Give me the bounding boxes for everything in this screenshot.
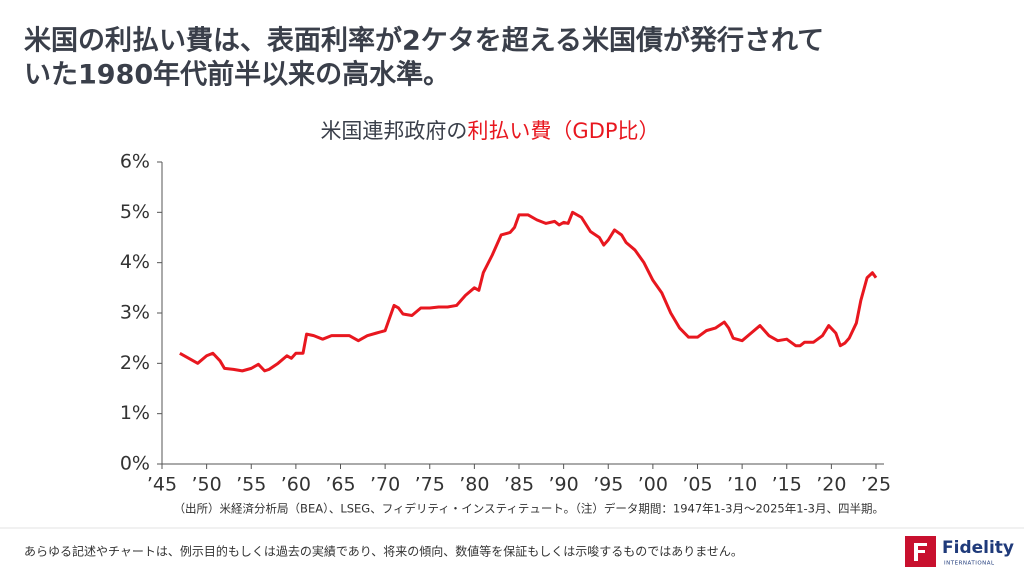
x-tick-label: ’20 — [816, 474, 846, 496]
x-tick-label: ’75 — [415, 474, 445, 496]
logo-sub: INTERNATIONAL — [944, 561, 995, 567]
chart-title: 米国連邦政府の利払い費（GDP比） — [320, 119, 659, 143]
x-tick-label: ’10 — [727, 474, 757, 496]
headline: いた1980年代前半以来の高水準。 — [24, 59, 450, 91]
y-tick-label: 0% — [120, 453, 150, 475]
headline: 米国の利払い費は、表面利率が2ケタを超える米国債が発行されて — [24, 25, 824, 57]
y-tick-label: 6% — [120, 151, 150, 173]
logo-glyph — [914, 543, 927, 561]
x-tick-label: ’55 — [236, 474, 266, 496]
chart-title-part: 米国連邦政府の — [320, 119, 467, 143]
x-tick-label: ’80 — [459, 474, 489, 496]
x-tick-label: ’65 — [325, 474, 355, 496]
x-tick-label: ’15 — [772, 474, 802, 496]
y-tick-label: 3% — [120, 302, 150, 324]
y-tick-label: 5% — [120, 201, 150, 223]
source-note: （出所）米経済分析局（BEA）、LSEG、フィデリティ・インスティテュート。（注… — [174, 502, 884, 516]
x-tick-label: ’00 — [638, 474, 668, 496]
data-line — [179, 210, 878, 373]
x-tick-label: ’95 — [593, 474, 623, 496]
x-tick-label: ’25 — [861, 474, 891, 496]
chart-title-part: 利払い費（GDP比） — [467, 119, 659, 143]
y-tick-label: 1% — [120, 402, 150, 424]
x-tick-label: ’90 — [549, 474, 579, 496]
y-tick-label: 4% — [120, 251, 150, 273]
x-tick-label: ’50 — [192, 474, 222, 496]
x-tick-label: ’85 — [504, 474, 534, 496]
x-tick-label: ’45 — [147, 474, 177, 496]
x-tick-label: ’05 — [682, 474, 712, 496]
logo-name: Fidelity — [942, 538, 1014, 558]
disclaimer: あらゆる記述やチャートは、例示目的もしくは過去の実績であり、将来の傾向、数値等を… — [24, 544, 743, 559]
logo: Fidelity INTERNATIONAL — [905, 536, 1014, 567]
x-tick-label: ’60 — [281, 474, 311, 496]
x-tick-label: ’70 — [370, 474, 400, 496]
y-tick-label: 2% — [120, 352, 150, 374]
